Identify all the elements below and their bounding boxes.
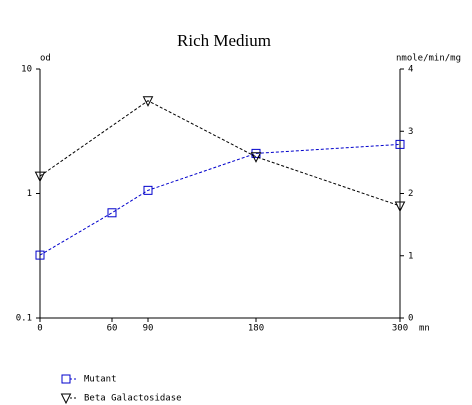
marker bbox=[395, 139, 405, 149]
marker bbox=[142, 96, 154, 107]
y-tick-label: 0.1 bbox=[16, 314, 32, 324]
marker bbox=[394, 201, 406, 213]
legend-label: Beta Galactosidase bbox=[84, 394, 182, 404]
y2-tick-label: 0 bbox=[408, 314, 413, 324]
x-tick-label: 300 bbox=[392, 324, 408, 334]
y2-tick-label: 2 bbox=[408, 189, 413, 199]
x-tick-label: 60 bbox=[107, 324, 118, 334]
y-tick-label: 10 bbox=[21, 65, 32, 75]
marker bbox=[35, 250, 45, 260]
legend-label: Mutant bbox=[84, 375, 117, 385]
y2-tick-label: 3 bbox=[408, 127, 413, 137]
x-axis-label: mn bbox=[419, 324, 430, 334]
marker bbox=[60, 393, 72, 405]
marker bbox=[250, 152, 262, 163]
y-axis-label: od bbox=[40, 54, 51, 64]
x-tick-label: 180 bbox=[248, 324, 264, 334]
marker bbox=[107, 208, 117, 218]
marker bbox=[143, 185, 153, 195]
chart-title: Rich Medium bbox=[177, 31, 271, 50]
series-line bbox=[39, 143, 401, 256]
marker bbox=[34, 171, 46, 183]
x-tick-label: 0 bbox=[37, 324, 42, 334]
y-tick-label: 1 bbox=[27, 189, 32, 199]
y2-tick-label: 4 bbox=[408, 65, 413, 75]
y2-tick-label: 1 bbox=[408, 251, 413, 261]
series-line bbox=[39, 100, 401, 207]
y2-axis-label: nmole/min/mg bbox=[396, 54, 461, 64]
marker bbox=[61, 374, 71, 384]
x-tick-label: 90 bbox=[143, 324, 154, 334]
